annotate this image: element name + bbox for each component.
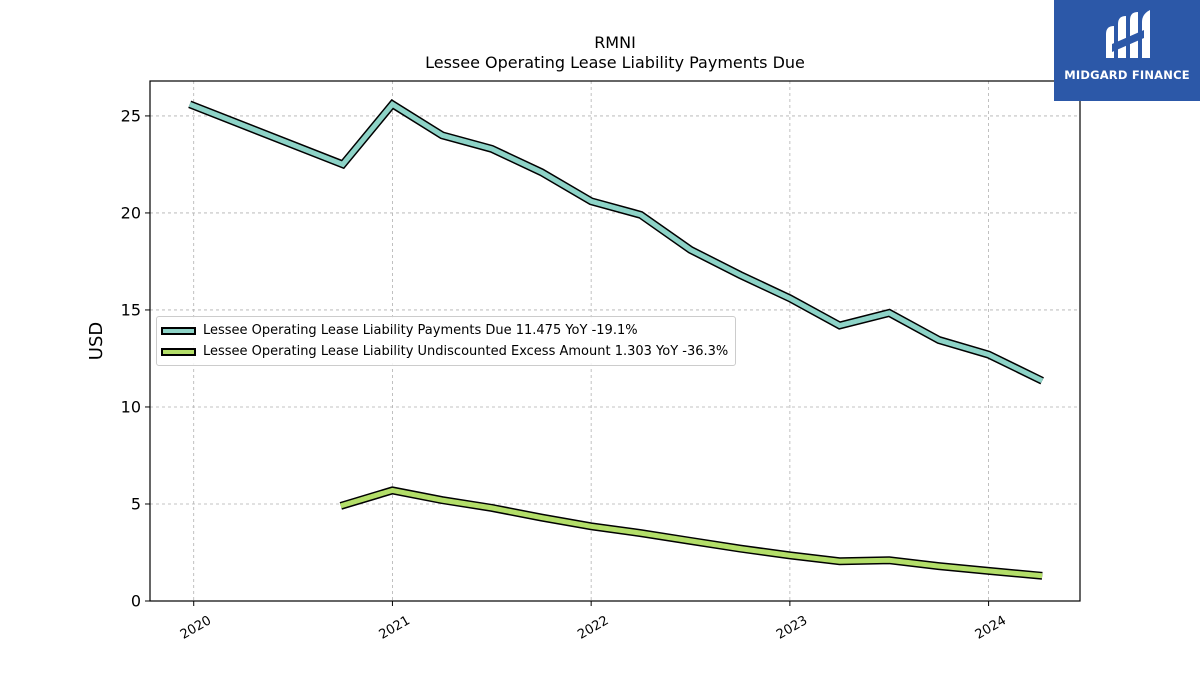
series-line bbox=[188, 101, 1044, 384]
y-tick-label: 10 bbox=[121, 397, 141, 416]
y-tick-label: 15 bbox=[121, 300, 141, 319]
legend-item-payments-due: Lessee Operating Lease Liability Payment… bbox=[161, 320, 728, 341]
x-tick-label: 2023 bbox=[774, 613, 810, 643]
legend-label-payments-due: Lessee Operating Lease Liability Payment… bbox=[203, 323, 638, 338]
y-tick-label: 25 bbox=[121, 106, 141, 125]
y-tick-label: 0 bbox=[131, 592, 141, 611]
x-tick-label: 2024 bbox=[973, 613, 1009, 643]
legend-swatch-payments-due bbox=[161, 326, 196, 335]
brand-name: MIDGARD FINANCE bbox=[1064, 68, 1190, 82]
series-layer bbox=[188, 99, 1044, 580]
x-tick-label: 2022 bbox=[575, 613, 611, 643]
legend: Lessee Operating Lease Liability Payment… bbox=[156, 316, 737, 366]
chart-title: RMNI bbox=[594, 33, 636, 52]
legend-swatch-undiscounted-excess bbox=[161, 347, 196, 356]
y-tick-label: 20 bbox=[121, 203, 141, 222]
x-tick-label: 2020 bbox=[178, 613, 214, 643]
brand-mark-icon bbox=[1106, 10, 1150, 58]
y-axis-label: USD bbox=[86, 322, 107, 360]
plot-frame bbox=[149, 80, 1081, 602]
legend-item-undiscounted-excess: Lessee Operating Lease Liability Undisco… bbox=[161, 341, 728, 362]
x-tick-label: 2021 bbox=[377, 613, 413, 643]
y-tick-label: 5 bbox=[131, 494, 141, 513]
chart-subtitle: Lessee Operating Lease Liability Payment… bbox=[425, 53, 805, 72]
legend-label-undiscounted-excess: Lessee Operating Lease Liability Undisco… bbox=[203, 344, 729, 359]
brand-logo: MIDGARD FINANCE bbox=[1054, 0, 1200, 101]
